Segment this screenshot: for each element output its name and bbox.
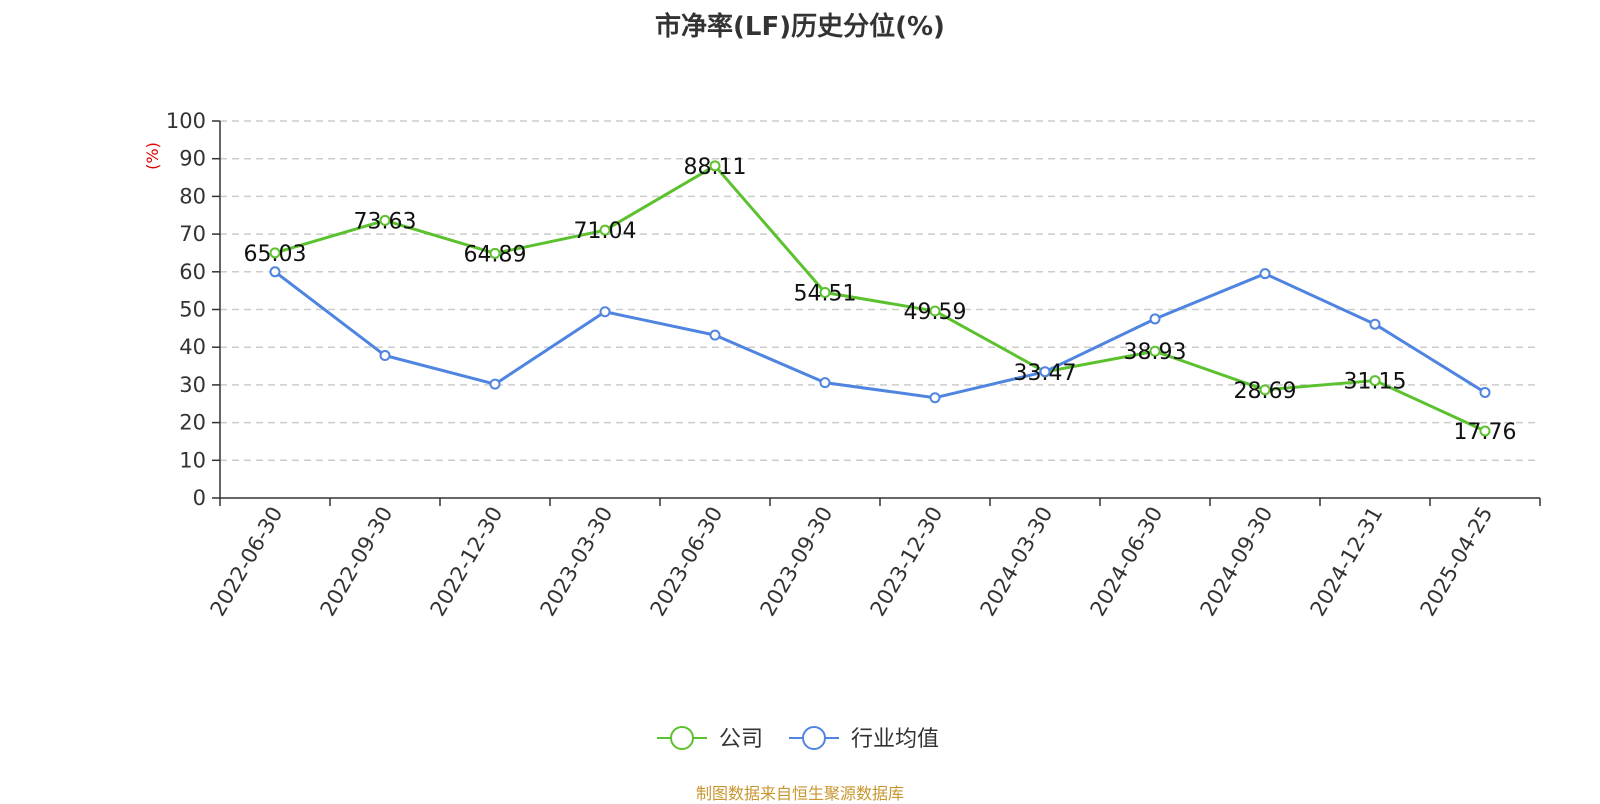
x-tick-label: 2022-12-30 xyxy=(426,503,508,621)
y-tick-label: 80 xyxy=(179,184,206,208)
y-tick-label: 50 xyxy=(179,298,206,322)
chart-title: 市净率(LF)历史分位(%) xyxy=(655,12,945,42)
data-point xyxy=(1149,345,1161,357)
x-tick-label: 2025-04-25 xyxy=(1416,503,1498,621)
legend-label: 公司 xyxy=(719,727,763,752)
data-label: 49.59 xyxy=(904,300,967,325)
legend-item: 行业均值 xyxy=(789,726,939,752)
y-tick-label: 0 xyxy=(193,486,206,510)
x-tick-label: 2022-09-30 xyxy=(316,503,398,621)
data-point xyxy=(1369,318,1381,330)
legend: 公司 行业均值 xyxy=(657,726,939,752)
series-points xyxy=(269,160,1491,437)
data-label: 33.47 xyxy=(1014,361,1077,386)
data-point xyxy=(379,214,391,226)
y-tick-label: 100 xyxy=(166,109,206,133)
data-point xyxy=(269,266,281,278)
data-label: 17.76 xyxy=(1454,420,1517,445)
x-tick-label: 2024-09-30 xyxy=(1196,503,1278,621)
data-point xyxy=(709,160,721,172)
x-tick-label: 2024-03-30 xyxy=(976,503,1058,621)
x-tick-label: 2024-06-30 xyxy=(1086,503,1168,621)
data-point xyxy=(1369,375,1381,387)
data-label: 38.93 xyxy=(1124,340,1187,365)
series-line xyxy=(274,270,1486,400)
data-point xyxy=(929,305,941,317)
y-tick-label: 70 xyxy=(179,222,206,246)
data-point xyxy=(1149,313,1161,325)
grid-lines xyxy=(220,120,1540,462)
legend-marker-icon xyxy=(802,726,826,750)
data-label: 73.63 xyxy=(354,209,417,234)
legend-marker-icon xyxy=(670,726,694,750)
data-point xyxy=(1039,366,1051,378)
data-point xyxy=(269,247,281,259)
data-label: 31.15 xyxy=(1344,370,1407,395)
data-point xyxy=(1479,386,1491,398)
data-point xyxy=(489,378,501,390)
data-labels: 65.03 73.63 64.89 71.04 88.11 54.51 49.59 33.47… xyxy=(244,155,1517,445)
y-tick-label: 90 xyxy=(179,147,206,171)
x-tick-label: 2023-09-30 xyxy=(756,503,838,621)
x-tick-label: 2023-03-30 xyxy=(536,503,618,621)
data-point xyxy=(489,247,501,259)
y-tick-label: 20 xyxy=(179,411,206,435)
source-note: 制图数据来自恒生聚源数据库 xyxy=(695,784,904,803)
series-lines xyxy=(274,164,1486,433)
data-point xyxy=(819,377,831,389)
y-axis: 0 10 20 30 40 50 60 70 80 90 100 xyxy=(166,109,221,510)
data-label: 88.11 xyxy=(684,155,747,180)
data-point xyxy=(819,286,831,298)
y-tick-label: 40 xyxy=(179,335,206,359)
data-point xyxy=(599,306,611,318)
data-point xyxy=(1259,268,1271,280)
data-label: 28.69 xyxy=(1234,379,1297,404)
legend-item: 公司 xyxy=(657,726,763,752)
data-label: 64.89 xyxy=(464,242,527,267)
data-point xyxy=(599,224,611,236)
data-point xyxy=(709,329,721,341)
data-point xyxy=(379,349,391,361)
y-tick-label: 30 xyxy=(179,373,206,397)
legend-label: 行业均值 xyxy=(851,727,939,752)
data-label: 65.03 xyxy=(244,242,307,267)
data-point xyxy=(1259,384,1271,396)
x-tick-label: 2023-06-30 xyxy=(646,503,728,621)
data-label: 54.51 xyxy=(794,281,857,306)
x-axis: 2022-06-30 2022-09-30 2022-12-30 2023-03-30… xyxy=(206,497,1541,621)
data-point xyxy=(1479,425,1491,437)
x-tick-label: 2023-12-30 xyxy=(866,503,948,621)
x-tick-label: 2022-06-30 xyxy=(206,503,288,621)
data-label: 71.04 xyxy=(574,219,637,244)
y-tick-label: 10 xyxy=(179,448,206,472)
series-line xyxy=(274,164,1486,433)
y-axis-unit-label: (%) xyxy=(143,142,162,170)
data-point xyxy=(929,392,941,404)
y-tick-label: 60 xyxy=(179,260,206,284)
x-tick-label: 2024-12-31 xyxy=(1306,503,1388,621)
